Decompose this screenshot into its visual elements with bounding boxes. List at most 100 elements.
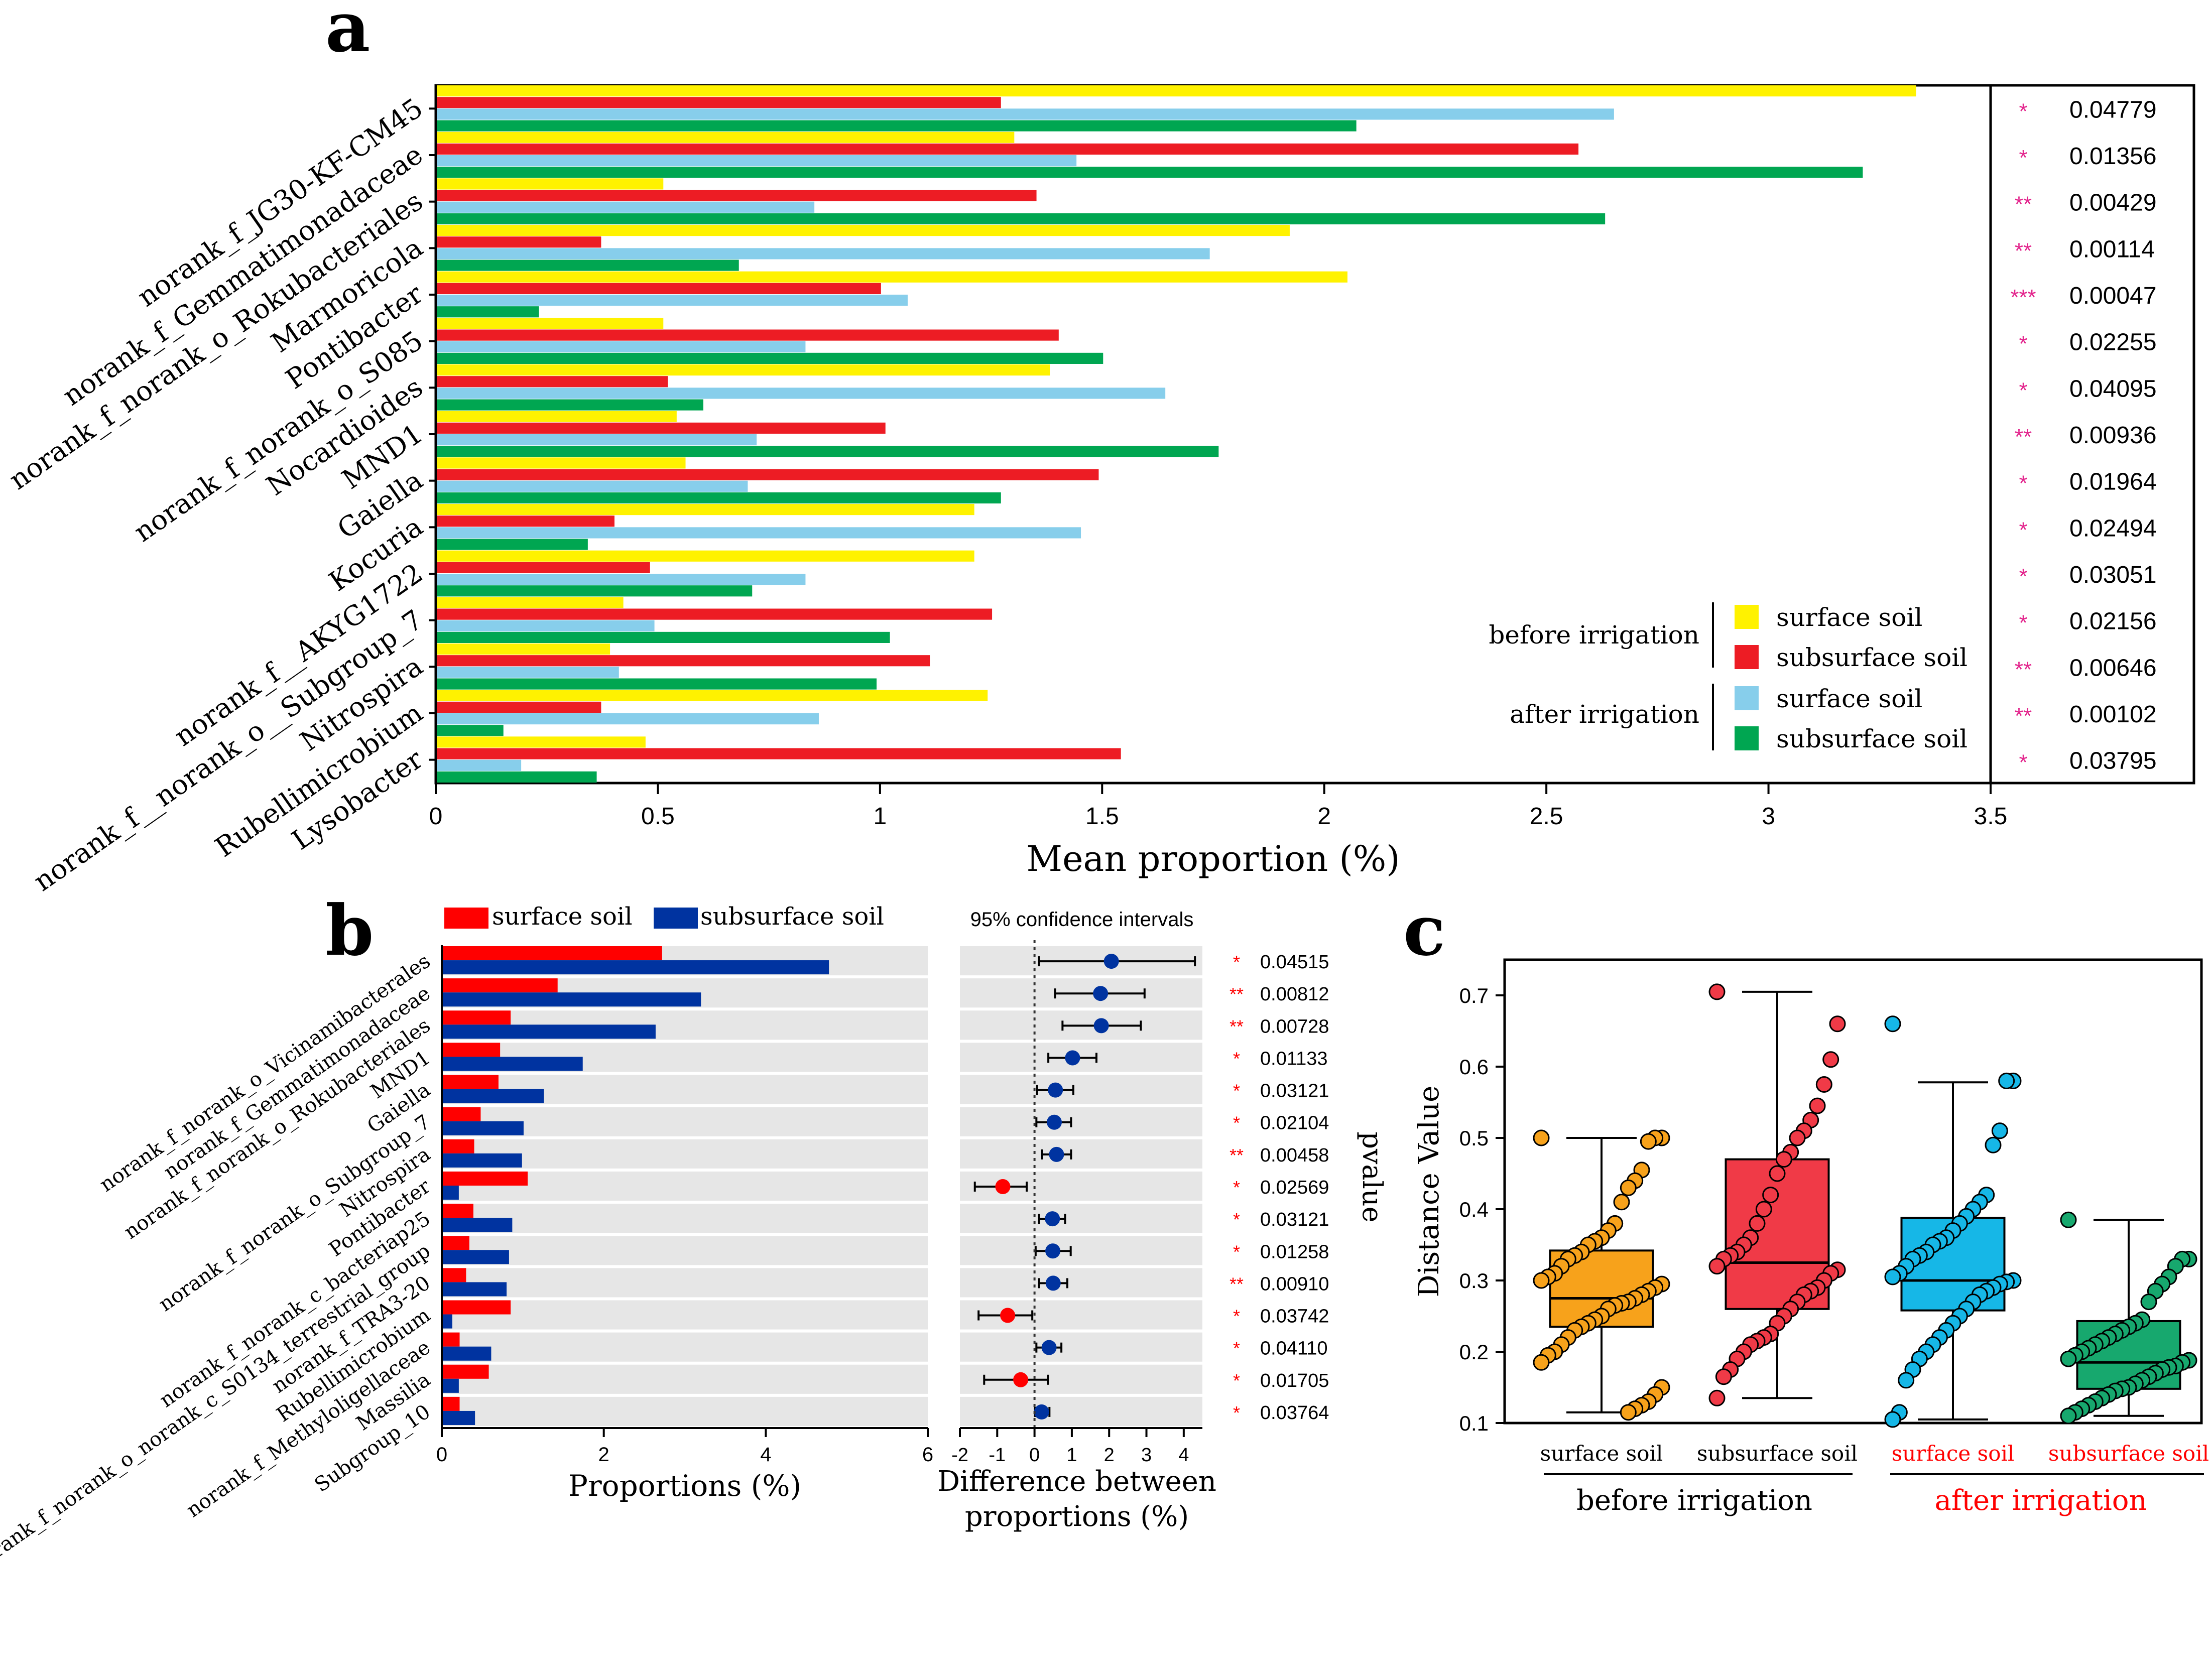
b-ci-point	[1093, 986, 1109, 1001]
b-bar-surface	[442, 1204, 473, 1218]
b-bar-surface	[442, 1107, 481, 1121]
b-significance-stars: **	[1230, 1145, 1244, 1166]
panel-a: norank_f_JG30-KF-CM45 * 0.04779norank_f_Ge…	[4, 84, 2195, 897]
b-pvalue: 0.04515	[1260, 952, 1329, 973]
b-xtick-label: 6	[922, 1444, 933, 1466]
a-bar	[437, 283, 881, 294]
a-bar	[437, 295, 908, 306]
b-ci-xtick-label: -1	[989, 1445, 1006, 1466]
a-pvalue: 0.00114	[2069, 236, 2155, 263]
a-legend-label: subsurface soil	[1776, 724, 1968, 753]
a-pvalue: 0.04779	[2069, 96, 2157, 123]
c-point	[1789, 1129, 1806, 1146]
b-legend-label: surface soil	[492, 903, 633, 931]
c-y-axis-title: Distance Value	[1413, 1086, 1445, 1298]
a-bar	[437, 434, 757, 446]
a-bar	[437, 318, 664, 329]
a-significance-stars: **	[2015, 192, 2032, 217]
a-pvalue: 0.00429	[2069, 190, 2157, 216]
c-ytick-label: 0.7	[1459, 984, 1489, 1007]
a-bar	[437, 132, 1015, 143]
b-pvalue: 0.03121	[1260, 1209, 1329, 1230]
b-bar-surface	[442, 1171, 528, 1186]
b-pvalue: 0.02104	[1260, 1113, 1329, 1134]
b-ci-point	[1013, 1372, 1029, 1387]
b-bar-surface	[442, 1396, 460, 1411]
a-bar	[437, 85, 1916, 97]
a-pvalue: 0.01964	[2069, 469, 2157, 495]
a-bar	[437, 550, 974, 562]
a-pvalue: 0.02255	[2069, 329, 2157, 356]
c-point	[1898, 1372, 1915, 1389]
c-group-label: before irrigation	[1576, 1484, 1812, 1517]
a-legend-swatch	[1735, 686, 1759, 710]
c-point	[1775, 1151, 1792, 1168]
a-bar	[437, 655, 930, 667]
a-significance-stars: ***	[2010, 285, 2036, 310]
c-point	[1998, 1072, 2015, 1089]
a-bar	[437, 690, 988, 701]
panel-c: 0.1 0.2 0.3 0.4 0.5 0.6 0.7 Distance Value surfa…	[1413, 958, 2209, 1517]
a-significance-stars: *	[2019, 332, 2027, 356]
b-row-band	[442, 1364, 928, 1394]
b-significance-stars: *	[1233, 952, 1240, 972]
b-legend-swatch	[444, 908, 488, 929]
a-pvalue: 0.00102	[2069, 701, 2157, 728]
b-ci-title: 95% confidence intervals	[970, 909, 1194, 931]
b-ci-row-band	[960, 1236, 1202, 1265]
b-pvalue-axis-label: pvalue	[1357, 1131, 1388, 1222]
b-x-axis-title: Proportions (%)	[568, 1469, 801, 1503]
a-bar	[437, 504, 974, 516]
a-bar	[437, 201, 815, 213]
b-bar-surface	[442, 1075, 499, 1089]
c-box-label: subsurface soil	[2048, 1441, 2209, 1466]
a-xtick-label: 0	[429, 803, 443, 830]
c-point	[1708, 1258, 1726, 1275]
a-bar	[437, 178, 664, 190]
a-bar	[437, 492, 1001, 503]
a-significance-stars: *	[2019, 518, 2027, 542]
b-bar-subsurface	[442, 960, 829, 975]
b-ci-xtick-label: 0	[1029, 1445, 1040, 1466]
b-pvalue: 0.01258	[1260, 1241, 1329, 1262]
b-bar-surface	[442, 1268, 466, 1282]
b-ci-xtick-label: 4	[1178, 1445, 1189, 1466]
a-bar	[437, 631, 890, 643]
b-pvalue: 0.03764	[1260, 1402, 1329, 1424]
b-ci-point	[1046, 1114, 1062, 1130]
a-bar	[437, 341, 806, 352]
a-xtick-label: 3	[1762, 803, 1775, 830]
a-legend-label: subsurface soil	[1776, 643, 1968, 672]
b-bar-subsurface	[442, 1057, 583, 1071]
a-significance-stars: *	[2019, 611, 2027, 635]
a-xtick-label: 2	[1317, 803, 1331, 830]
a-bar	[437, 516, 615, 527]
a-bar	[437, 620, 655, 631]
a-pvalue: 0.00047	[2069, 283, 2157, 309]
b-bar-subsurface	[442, 1250, 509, 1264]
a-legend-label: surface soil	[1776, 603, 1922, 632]
b-pvalue: 0.03121	[1260, 1081, 1329, 1102]
a-bar	[437, 527, 1081, 539]
a-legend-label: surface soil	[1776, 684, 1922, 713]
a-bar	[437, 248, 1210, 260]
a-pvalue: 0.02494	[2069, 515, 2157, 542]
c-point	[1884, 1015, 1901, 1033]
b-ci-point	[1103, 954, 1119, 969]
c-point	[1815, 1076, 1832, 1093]
a-bar	[437, 562, 650, 573]
a-bar	[437, 748, 1121, 759]
b-row-band	[442, 1332, 928, 1362]
a-bar	[437, 539, 588, 550]
a-significance-stars: *	[2019, 378, 2027, 403]
b-ci-xtick-label: 3	[1141, 1445, 1152, 1466]
a-bar	[437, 376, 668, 388]
c-point	[1533, 1272, 1550, 1289]
c-ytick-label: 0.6	[1459, 1055, 1489, 1079]
b-row-band	[442, 1139, 928, 1169]
b-ci-row-band	[960, 1204, 1202, 1233]
a-bar	[437, 271, 1347, 283]
a-bar	[437, 585, 753, 597]
a-xtick-label: 2.5	[1530, 803, 1563, 830]
b-bar-surface	[442, 1300, 511, 1315]
